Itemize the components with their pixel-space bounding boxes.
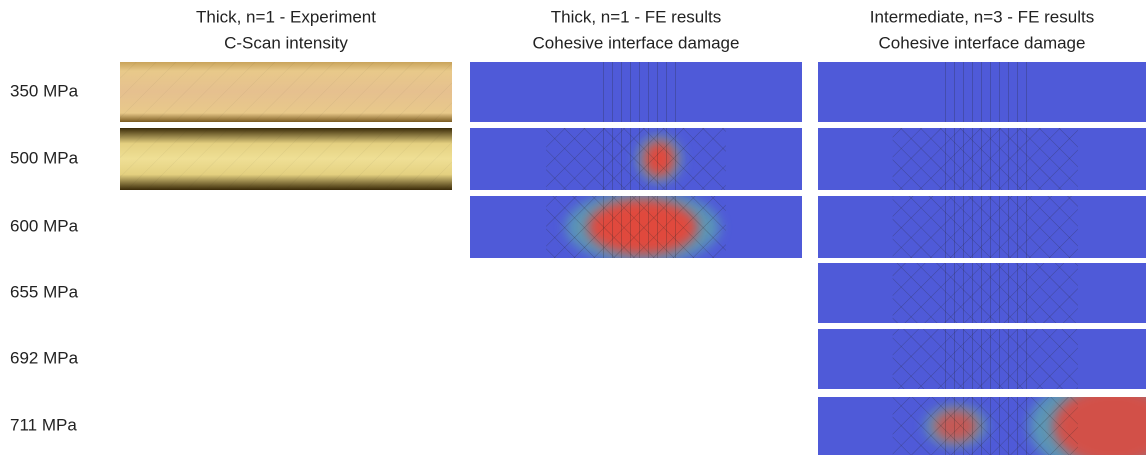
column-title: Thick, n=1 - FE results bbox=[551, 7, 722, 26]
column-subtitle: Cohesive interface damage bbox=[879, 33, 1086, 52]
panel bbox=[818, 196, 1146, 258]
panel bbox=[818, 329, 1146, 389]
hatch bbox=[893, 128, 1078, 190]
damage-content bbox=[893, 263, 1078, 323]
damage-content bbox=[546, 191, 726, 264]
row-label: 500 MPa bbox=[10, 148, 79, 167]
panel bbox=[470, 62, 802, 122]
panel bbox=[120, 128, 452, 190]
figure: Thick, n=1 - Experiment C-Scan intensity… bbox=[0, 0, 1146, 455]
hatch bbox=[893, 196, 1078, 258]
column-title: Intermediate, n=3 - FE results bbox=[870, 7, 1094, 26]
row-labels: 350 MPa 500 MPa 600 MPa 655 MPa 692 MPa 711 M… bbox=[10, 81, 79, 434]
cscan-texture bbox=[120, 62, 452, 122]
panel bbox=[818, 62, 1146, 122]
row-label: 692 MPa bbox=[10, 348, 79, 367]
column-subtitle: Cohesive interface damage bbox=[533, 33, 740, 52]
hatch bbox=[893, 397, 1078, 455]
panel bbox=[470, 128, 802, 190]
hatch bbox=[943, 62, 1028, 122]
hatch bbox=[893, 263, 1078, 323]
damage-content bbox=[546, 128, 726, 190]
panel bbox=[818, 263, 1146, 323]
cscan-texture bbox=[120, 128, 452, 190]
damage-content bbox=[893, 196, 1078, 258]
row-label: 711 MPa bbox=[10, 415, 77, 434]
hatch bbox=[596, 62, 676, 122]
panel bbox=[470, 191, 802, 264]
row-label: 350 MPa bbox=[10, 81, 79, 100]
hatch bbox=[546, 128, 726, 190]
damage-content bbox=[596, 62, 676, 122]
hatch bbox=[546, 196, 726, 258]
damage-content bbox=[893, 128, 1078, 190]
panel bbox=[120, 62, 452, 122]
damage-content bbox=[893, 329, 1078, 389]
row-label: 655 MPa bbox=[10, 282, 79, 301]
row-label: 600 MPa bbox=[10, 216, 79, 235]
panels bbox=[120, 62, 1146, 455]
column-subtitle: C-Scan intensity bbox=[224, 33, 348, 52]
damage-content bbox=[943, 62, 1028, 122]
column-title: Thick, n=1 - Experiment bbox=[196, 7, 376, 26]
panel bbox=[818, 128, 1146, 190]
hatch bbox=[893, 329, 1078, 389]
